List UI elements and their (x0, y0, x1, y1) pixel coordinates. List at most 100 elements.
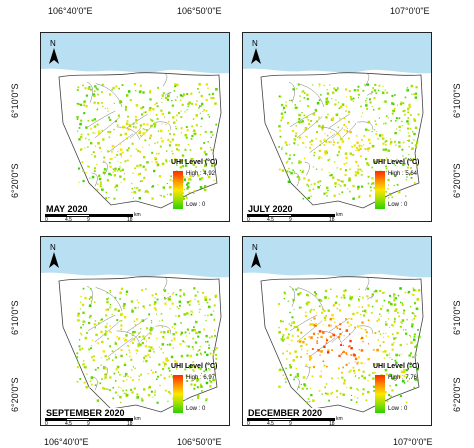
uhi-cell (284, 111, 286, 114)
uhi-cell (314, 294, 317, 297)
uhi-cell (134, 167, 136, 170)
uhi-cell (302, 341, 305, 344)
uhi-cell (348, 325, 350, 327)
uhi-cell (104, 376, 107, 379)
uhi-cell (345, 352, 348, 354)
uhi-cell (320, 299, 323, 302)
uhi-cell (388, 312, 390, 314)
uhi-cell (343, 123, 346, 126)
uhi-cell (319, 140, 322, 143)
uhi-cell (184, 111, 186, 113)
uhi-cell (169, 178, 172, 181)
uhi-cell (331, 391, 333, 393)
uhi-cell (194, 132, 197, 135)
uhi-cell (191, 311, 194, 313)
uhi-cell (338, 193, 341, 195)
uhi-cell (312, 366, 315, 369)
uhi-cell (367, 390, 370, 394)
uhi-cell (389, 395, 392, 398)
uhi-cell (280, 119, 283, 122)
uhi-cell (389, 357, 391, 359)
uhi-cell (109, 161, 111, 164)
uhi-cell (410, 352, 412, 355)
uhi-cell (174, 85, 177, 88)
uhi-cell (105, 330, 108, 334)
uhi-cell (108, 357, 110, 360)
uhi-cell (142, 305, 145, 308)
uhi-cell (327, 100, 329, 103)
uhi-cell (120, 401, 122, 404)
uhi-cell (362, 112, 364, 114)
uhi-cell (131, 191, 133, 193)
uhi-cell (389, 138, 392, 140)
uhi-cell (79, 103, 83, 106)
uhi-cell (106, 292, 108, 294)
uhi-cell (282, 320, 284, 323)
uhi-cell (329, 335, 332, 338)
uhi-cell (206, 301, 209, 304)
uhi-cell (211, 92, 215, 95)
uhi-cell (411, 319, 413, 321)
uhi-cell (95, 333, 98, 336)
uhi-cell (391, 112, 394, 115)
uhi-cell (357, 172, 360, 175)
uhi-cell (87, 165, 90, 168)
uhi-cell (322, 331, 325, 334)
uhi-cell (102, 366, 106, 370)
uhi-cell (88, 316, 91, 319)
uhi-cell (76, 366, 79, 369)
uhi-cell (120, 387, 122, 389)
uhi-cell (192, 369, 194, 371)
uhi-cell (406, 343, 408, 345)
uhi-cell (278, 331, 281, 334)
uhi-cell (377, 89, 380, 91)
uhi-cell (296, 325, 299, 328)
uhi-cell (139, 173, 141, 175)
uhi-cell (176, 306, 179, 308)
uhi-cell (338, 354, 341, 358)
uhi-cell (116, 124, 119, 126)
uhi-cell (108, 172, 111, 176)
uhi-cell (158, 363, 161, 366)
uhi-cell (323, 84, 325, 87)
uhi-cell (164, 297, 166, 300)
uhi-cell (333, 87, 336, 90)
uhi-cell (199, 308, 201, 310)
uhi-cell (411, 147, 414, 150)
uhi-cell (301, 120, 304, 123)
scale-tick: 9 (289, 421, 292, 426)
uhi-cell (143, 178, 145, 180)
map-panel-september: N UHI Level (°C) High : 6,97 Low : 0 SEPTEMB… (40, 236, 230, 426)
uhi-cell (308, 355, 312, 358)
scale-bar: 0 4,5 9 18 km (247, 212, 343, 221)
uhi-cell (343, 117, 346, 119)
uhi-cell (373, 89, 377, 92)
uhi-cell (317, 333, 319, 335)
uhi-cell (119, 166, 121, 168)
uhi-cell (348, 362, 350, 364)
district-line (304, 161, 310, 176)
uhi-cell (417, 329, 419, 331)
uhi-cell (195, 377, 198, 380)
uhi-cell (303, 383, 306, 386)
uhi-cell (309, 356, 313, 360)
uhi-cell (365, 399, 368, 402)
uhi-cell (199, 367, 202, 370)
uhi-cell (198, 107, 200, 109)
uhi-cell (79, 339, 81, 341)
uhi-cell (297, 327, 299, 330)
uhi-cell (124, 362, 126, 363)
uhi-cell (319, 375, 322, 378)
uhi-cell (396, 158, 398, 160)
uhi-cell (338, 336, 341, 339)
uhi-cell (80, 133, 83, 136)
uhi-cell (82, 287, 85, 290)
uhi-cell (99, 185, 102, 188)
uhi-cell (171, 99, 173, 102)
uhi-cell (78, 138, 81, 141)
uhi-cell (172, 333, 175, 336)
uhi-cell (155, 103, 157, 105)
uhi-cell (413, 119, 417, 122)
uhi-cell (147, 394, 151, 397)
uhi-cell (305, 311, 307, 313)
